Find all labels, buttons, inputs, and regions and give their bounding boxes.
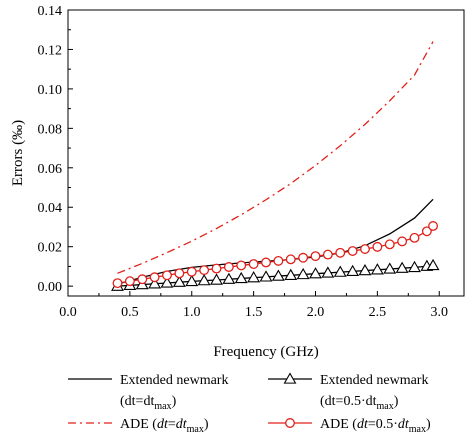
- x-tick-label: 1.0: [183, 305, 201, 320]
- triangle-marker: [296, 267, 310, 280]
- circle-marker: [273, 255, 284, 266]
- triangle-marker: [197, 274, 211, 286]
- series-line: [117, 41, 434, 274]
- triangle-marker: [259, 270, 273, 282]
- y-tick-label: 0.10: [38, 83, 63, 98]
- circle-marker: [199, 265, 210, 276]
- legend-label-1: Extended newmark: [120, 373, 228, 388]
- circle-marker: [298, 252, 309, 263]
- triangle-marker: [408, 260, 421, 273]
- triangle-marker: [222, 272, 236, 284]
- triangle-marker: [210, 273, 223, 285]
- legend-label-4: ADE (dt=0.5·dtmax): [320, 417, 431, 435]
- circle-marker: [322, 249, 333, 260]
- triangle-marker: [284, 268, 298, 280]
- y-tick-label: 0.04: [38, 201, 63, 216]
- x-axis-title: Frequency (GHz): [213, 344, 318, 360]
- circle-marker: [397, 236, 408, 247]
- x-tick-label: 3.0: [431, 305, 449, 320]
- circle-marker: [372, 241, 383, 252]
- y-tick-label: 0.12: [38, 43, 63, 58]
- circle-marker: [162, 270, 172, 281]
- y-tick-label: 0.14: [38, 4, 63, 19]
- legend-label-2: Extended newmark: [320, 373, 428, 388]
- triangle-marker: [148, 277, 162, 289]
- circle-marker: [149, 272, 160, 283]
- circle-marker: [409, 232, 420, 243]
- triangle-marker: [370, 263, 384, 275]
- axes: 0.0 0.5 1.0 1.5 2.0 2.5 3.0 0.00 0.02 0.04 0.06 0.0…: [38, 4, 449, 320]
- triangle-marker: [185, 274, 199, 287]
- y-tick-label: 0.06: [38, 162, 63, 177]
- circle-marker: [112, 278, 123, 289]
- x-tick-label: 1.5: [245, 305, 263, 320]
- circle-marker: [360, 244, 370, 255]
- y-axis-title: Errors (‰): [10, 120, 26, 186]
- series-2: [111, 258, 440, 291]
- triangle-marker: [234, 271, 248, 284]
- triangle-marker: [383, 262, 397, 274]
- circle-marker: [174, 268, 185, 279]
- triangle-marker: [172, 275, 186, 287]
- legend-circle-marker: [285, 418, 295, 428]
- legend: Extended newmark (dt=dtmax) Extended newma…: [68, 372, 431, 435]
- triangle-marker: [247, 271, 261, 283]
- x-tick-label: 2.0: [307, 305, 325, 320]
- triangle-marker: [395, 261, 409, 273]
- series-3: [117, 41, 434, 274]
- legend-label-2-line2: (dt=0.5·dtmax): [320, 394, 399, 412]
- triangle-marker: [333, 265, 347, 277]
- circle-marker: [421, 226, 432, 237]
- triangle-marker: [271, 269, 285, 281]
- circle-marker: [236, 260, 247, 271]
- circle-marker: [310, 251, 321, 262]
- circle-marker: [261, 257, 271, 268]
- circle-marker: [223, 262, 234, 272]
- triangle-marker: [160, 276, 174, 288]
- triangle-marker: [346, 264, 360, 277]
- y-tick-label: 0.08: [38, 122, 63, 137]
- circle-marker: [248, 259, 259, 269]
- circle-marker: [285, 254, 296, 265]
- legend-label-3: ADE (dt=dtmax): [120, 417, 209, 435]
- triangle-marker: [426, 258, 440, 271]
- circle-marker: [124, 276, 135, 287]
- circle-marker: [384, 239, 395, 250]
- circle-marker: [428, 221, 439, 231]
- circle-marker: [347, 246, 358, 256]
- circle-marker: [211, 263, 222, 274]
- triangle-marker: [309, 267, 322, 279]
- plot-frame: [67, 9, 465, 297]
- legend-triangle-marker: [283, 372, 297, 384]
- circle-marker: [335, 247, 346, 258]
- circle-marker: [186, 266, 197, 277]
- y-tick-label: 0.00: [38, 280, 63, 295]
- x-tick-label: 0.0: [59, 305, 77, 320]
- circle-marker: [137, 274, 148, 285]
- triangle-marker: [321, 266, 335, 278]
- y-tick-label: 0.02: [38, 241, 63, 256]
- triangle-marker: [358, 263, 372, 276]
- x-tick-label: 2.5: [369, 305, 387, 320]
- series-layer: [111, 41, 440, 291]
- series-4: [112, 221, 439, 289]
- legend-label-1-line2: (dt=dtmax): [120, 394, 177, 412]
- x-tick-label: 0.5: [121, 305, 139, 320]
